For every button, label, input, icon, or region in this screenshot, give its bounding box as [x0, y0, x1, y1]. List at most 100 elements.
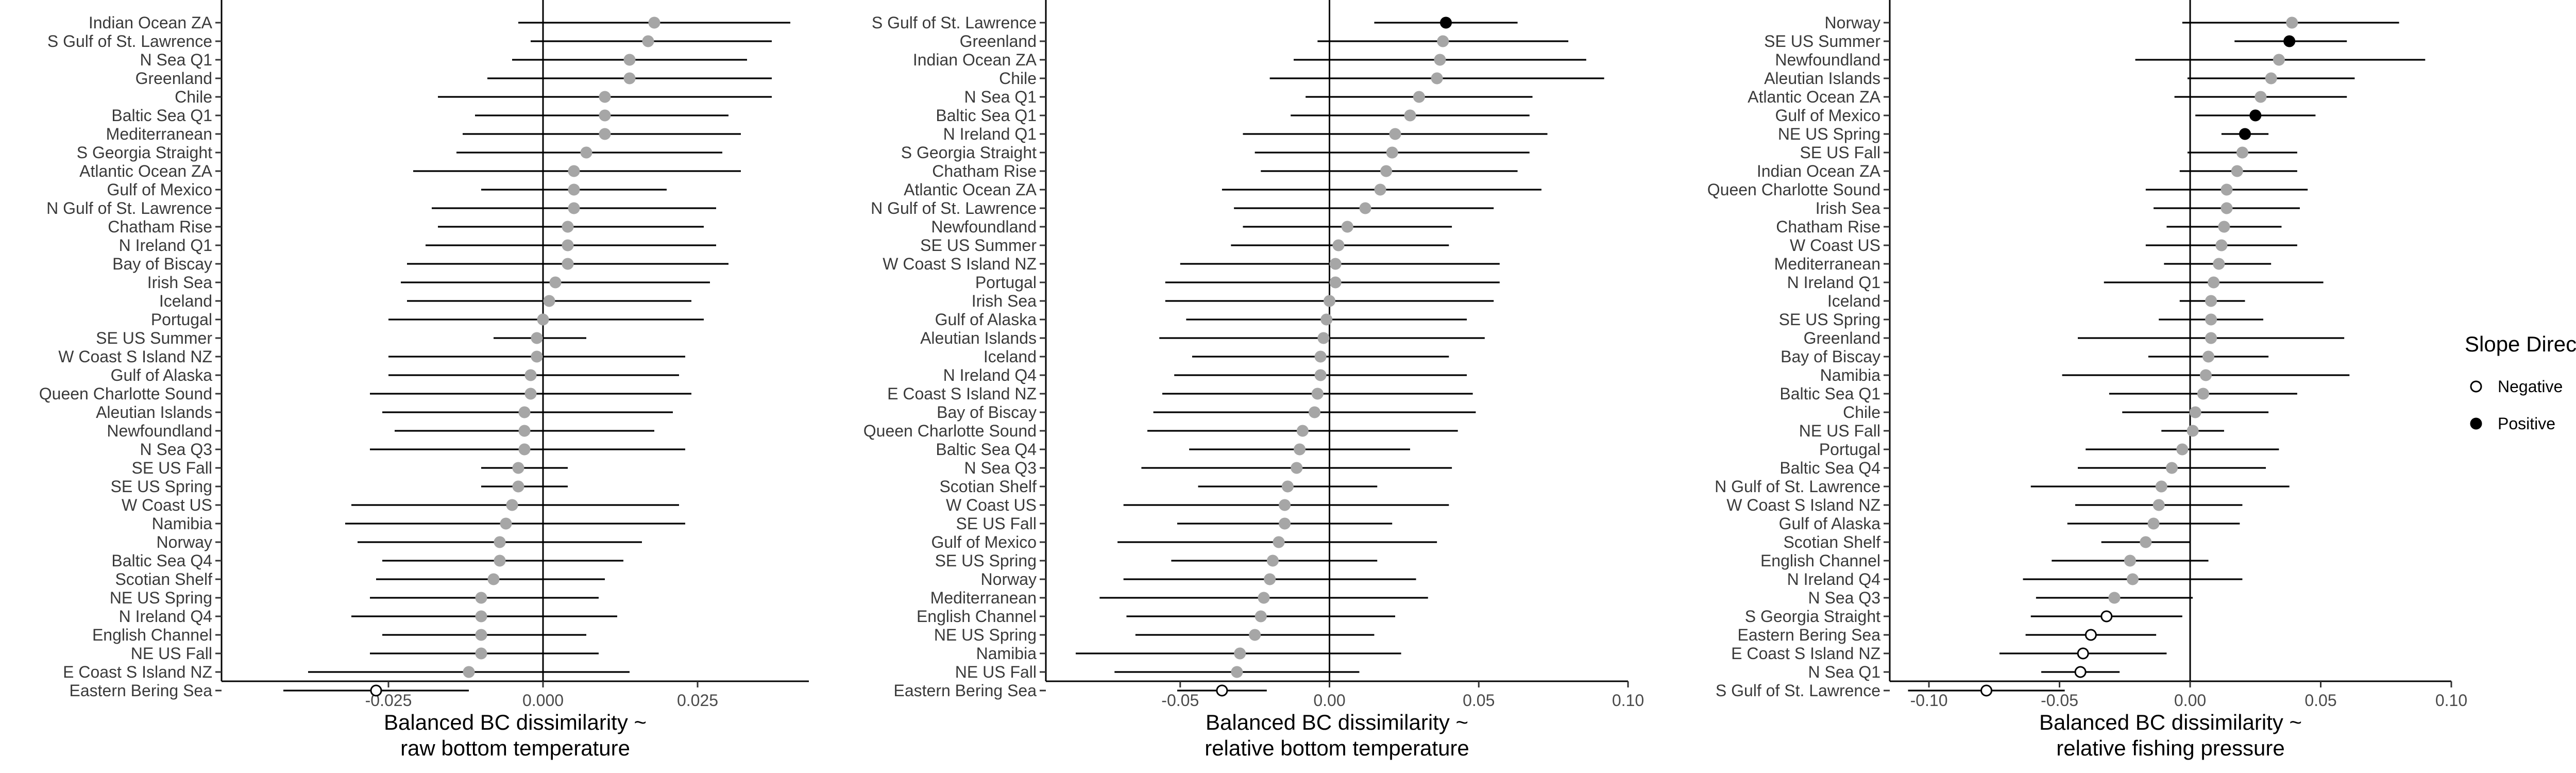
y-category-label: Atlantic Ocean ZA — [79, 162, 213, 180]
y-category-label: N Gulf of St. Lawrence — [871, 199, 1037, 217]
y-category-label: Norway — [981, 570, 1037, 589]
y-category-label: N Ireland Q4 — [943, 366, 1037, 384]
y-category-label: Eastern Bering Sea — [1738, 626, 1881, 644]
y-category-label: Namibia — [1820, 366, 1881, 384]
y-category-label: Iceland — [984, 347, 1037, 366]
y-category-label: S Georgia Straight — [77, 143, 212, 162]
y-category-label: Atlantic Ocean ZA — [904, 180, 1037, 199]
y-category-label: Norway — [157, 533, 212, 551]
point-estimate-n-gulf-of-st-lawrence — [1359, 202, 1371, 214]
point-estimate-chile — [2189, 406, 2201, 418]
point-estimate-indian-ocean-za — [2231, 165, 2243, 177]
point-estimate-w-coast-us — [2215, 239, 2228, 251]
y-category-label: N Gulf of St. Lawrence — [1715, 477, 1880, 496]
point-estimate-n-sea-q1 — [623, 54, 636, 66]
y-category-label: Chile — [1843, 403, 1880, 422]
y-category-label: SE US Spring — [1779, 310, 1880, 329]
point-estimate-w-coast-s-island-nz — [2153, 499, 2165, 511]
point-estimate-namibia — [1234, 647, 1246, 660]
y-category-label: Bay of Biscay — [937, 403, 1037, 422]
y-category-label: Baltic Sea Q4 — [1780, 459, 1880, 477]
point-estimate-newfoundland — [2273, 54, 2285, 66]
point-estimate-portugal — [1329, 276, 1342, 289]
y-category-label: NE US Spring — [110, 589, 212, 607]
y-category-label: Aleutian Islands — [1764, 69, 1880, 88]
point-estimate-se-us-summer — [2283, 35, 2296, 47]
point-estimate-gulf-of-mexico — [568, 183, 580, 196]
legend-key-negative — [2470, 380, 2482, 393]
point-estimate-w-coast-s-island-nz — [531, 350, 543, 363]
point-estimate-eastern-bering-sea — [2084, 629, 2097, 641]
point-estimate-ne-us-fall — [475, 647, 487, 660]
y-category-label: Indian Ocean ZA — [913, 51, 1037, 69]
y-category-label: W Coast US — [122, 496, 212, 514]
y-category-label: NE US Fall — [1799, 422, 1880, 440]
point-estimate-irish-sea — [549, 276, 562, 289]
y-category-label: Gulf of Alaska — [935, 310, 1037, 329]
y-category-label: Gulf of Mexico — [107, 180, 212, 199]
y-category-label: SE US Summer — [1764, 32, 1880, 51]
point-estimate-n-sea-q3 — [518, 443, 531, 456]
point-estimate-bay-of-biscay — [1309, 406, 1321, 418]
point-estimate-se-us-spring — [1266, 554, 1279, 567]
point-estimate-n-ireland-q4 — [1314, 369, 1327, 381]
y-category-label: Chile — [175, 88, 212, 106]
x-tick-label: -0.05 — [2041, 691, 2078, 710]
y-category-label: SE US Spring — [935, 551, 1037, 570]
y-category-label: Baltic Sea Q4 — [111, 551, 212, 570]
y-category-label: W Coast US — [946, 496, 1037, 514]
y-category-label: Greenland — [960, 32, 1037, 51]
y-category-label: N Sea Q1 — [964, 88, 1037, 106]
y-category-label: S Georgia Straight — [1745, 607, 1880, 626]
point-estimate-atlantic-ocean-za — [2255, 91, 2267, 103]
y-category-label: NE US Fall — [131, 644, 212, 663]
point-estimate-scotian-shelf — [1281, 480, 1294, 493]
point-estimate-gulf-of-mexico — [2249, 109, 2262, 122]
point-estimate-w-coast-s-island-nz — [1329, 258, 1342, 270]
y-category-label: Irish Sea — [1816, 199, 1880, 217]
point-estimate-greenland — [1437, 35, 1449, 47]
point-estimate-se-us-fall — [2236, 146, 2248, 159]
x-axis-title-line2: relative fishing pressure — [2056, 736, 2285, 760]
y-category-label: SE US Fall — [956, 514, 1037, 533]
point-estimate-norway — [1264, 573, 1276, 585]
y-category-label: Greenland — [135, 69, 212, 88]
legend-label-positive: Positive — [2498, 414, 2555, 433]
y-category-label: SE US Spring — [111, 477, 212, 496]
point-estimate-chatham-rise — [562, 221, 574, 233]
x-tick-label: -0.05 — [1161, 691, 1199, 710]
x-tick-label: 0.00 — [2174, 691, 2206, 710]
y-category-label: Chile — [999, 69, 1037, 88]
point-estimate-n-ireland-q4 — [475, 610, 487, 623]
point-estimate-s-georgia-straight — [2100, 610, 2113, 623]
y-category-label: Newfoundland — [931, 217, 1037, 236]
y-category-label: Norway — [1825, 13, 1880, 32]
y-category-label: S Gulf of St. Lawrence — [872, 13, 1037, 32]
panel-relative-fishing-pressure: -0.10 -0.05 0.00 0.05 0.10 Balanced BC dissim… — [1707, 0, 2467, 760]
point-estimate-se-us-fall — [512, 462, 524, 474]
point-estimate-mediterranean — [1258, 592, 1270, 604]
point-estimate-e-coast-s-island-nz — [463, 666, 475, 678]
y-category-label: Baltic Sea Q1 — [111, 106, 212, 125]
y-category-label: Scotian Shelf — [1783, 533, 1880, 551]
point-estimate-namibia — [500, 517, 512, 530]
y-category-label: Scotian Shelf — [939, 477, 1037, 496]
y-category-label: N Sea Q3 — [1808, 589, 1880, 607]
point-estimate-bay-of-biscay — [2202, 350, 2215, 363]
y-category-label: Eastern Bering Sea — [70, 681, 213, 700]
y-category-label: Chatham Rise — [108, 217, 212, 236]
y-category-label: W Coast S Island NZ — [1726, 496, 1880, 514]
y-category-label: Greenland — [1804, 329, 1880, 347]
point-estimate-w-coast-us — [506, 499, 518, 511]
y-category-label: S Georgia Straight — [901, 143, 1037, 162]
point-estimate-e-coast-s-island-nz — [2077, 647, 2089, 660]
panel-relative-bottom-temperature: -0.05 0.00 0.05 0.10 Balanced BC dissimilari… — [863, 0, 1644, 760]
point-estimate-e-coast-s-island-nz — [1311, 388, 1324, 400]
point-estimate-baltic-sea-q4 — [1294, 443, 1306, 456]
point-estimate-n-sea-q3 — [1291, 462, 1303, 474]
point-estimate-n-sea-q1 — [1413, 91, 1425, 103]
point-estimate-mediterranean — [599, 128, 611, 140]
point-estimate-indian-ocean-za — [648, 16, 660, 29]
y-category-label: N Sea Q1 — [1808, 663, 1880, 681]
